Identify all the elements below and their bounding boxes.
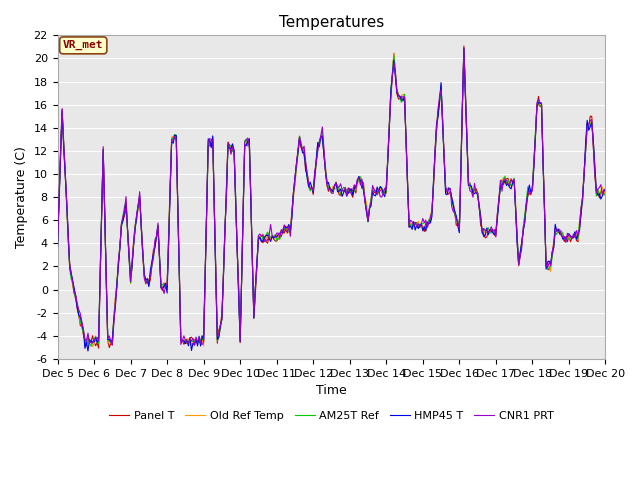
Old Ref Temp — [460, 46, 468, 51]
HMP45 T — [54, 243, 61, 249]
X-axis label: Time: Time — [316, 384, 347, 397]
CNR1 PRT — [156, 255, 163, 261]
Line: HMP45 T: HMP45 T — [58, 48, 605, 351]
AM25T Ref — [367, 196, 375, 202]
HMP45 T — [367, 203, 375, 209]
Text: VR_met: VR_met — [63, 40, 104, 50]
AM25T Ref — [538, 102, 545, 108]
Title: Temperatures: Temperatures — [279, 15, 384, 30]
HMP45 T — [385, 126, 393, 132]
Panel T — [460, 43, 468, 49]
AM25T Ref — [69, 278, 77, 284]
Old Ref Temp — [385, 123, 393, 129]
HMP45 T — [69, 278, 77, 284]
HMP45 T — [460, 46, 468, 51]
Panel T — [95, 345, 102, 351]
CNR1 PRT — [385, 122, 393, 128]
Line: Old Ref Temp: Old Ref Temp — [58, 48, 605, 347]
Panel T — [602, 187, 609, 192]
AM25T Ref — [157, 284, 165, 289]
Panel T — [367, 197, 375, 203]
CNR1 PRT — [367, 199, 375, 205]
Line: AM25T Ref: AM25T Ref — [58, 50, 605, 346]
HMP45 T — [397, 97, 405, 103]
AM25T Ref — [460, 47, 468, 53]
Line: CNR1 PRT: CNR1 PRT — [58, 48, 605, 345]
Old Ref Temp — [69, 283, 77, 289]
Line: Panel T: Panel T — [58, 46, 605, 348]
CNR1 PRT — [69, 279, 77, 285]
Old Ref Temp — [367, 196, 375, 202]
Old Ref Temp — [538, 100, 545, 106]
AM25T Ref — [397, 99, 405, 105]
Panel T — [54, 236, 61, 241]
AM25T Ref — [54, 244, 61, 250]
CNR1 PRT — [397, 94, 405, 99]
Old Ref Temp — [54, 237, 61, 243]
Old Ref Temp — [89, 344, 97, 349]
HMP45 T — [84, 348, 92, 354]
Panel T — [385, 123, 393, 129]
CNR1 PRT — [602, 188, 609, 194]
Old Ref Temp — [397, 93, 405, 98]
Old Ref Temp — [157, 284, 165, 290]
HMP45 T — [157, 285, 165, 290]
Y-axis label: Temperature (C): Temperature (C) — [15, 146, 28, 248]
CNR1 PRT — [191, 342, 198, 348]
HMP45 T — [602, 186, 609, 192]
Legend: Panel T, Old Ref Temp, AM25T Ref, HMP45 T, CNR1 PRT: Panel T, Old Ref Temp, AM25T Ref, HMP45 … — [105, 407, 558, 425]
HMP45 T — [538, 101, 545, 107]
AM25T Ref — [385, 120, 393, 125]
Old Ref Temp — [602, 188, 609, 194]
Panel T — [538, 104, 545, 110]
AM25T Ref — [602, 191, 609, 196]
CNR1 PRT — [460, 45, 468, 51]
CNR1 PRT — [538, 100, 545, 106]
Panel T — [69, 283, 77, 288]
Panel T — [157, 285, 165, 291]
AM25T Ref — [87, 343, 95, 349]
Panel T — [397, 94, 405, 100]
CNR1 PRT — [54, 243, 61, 249]
